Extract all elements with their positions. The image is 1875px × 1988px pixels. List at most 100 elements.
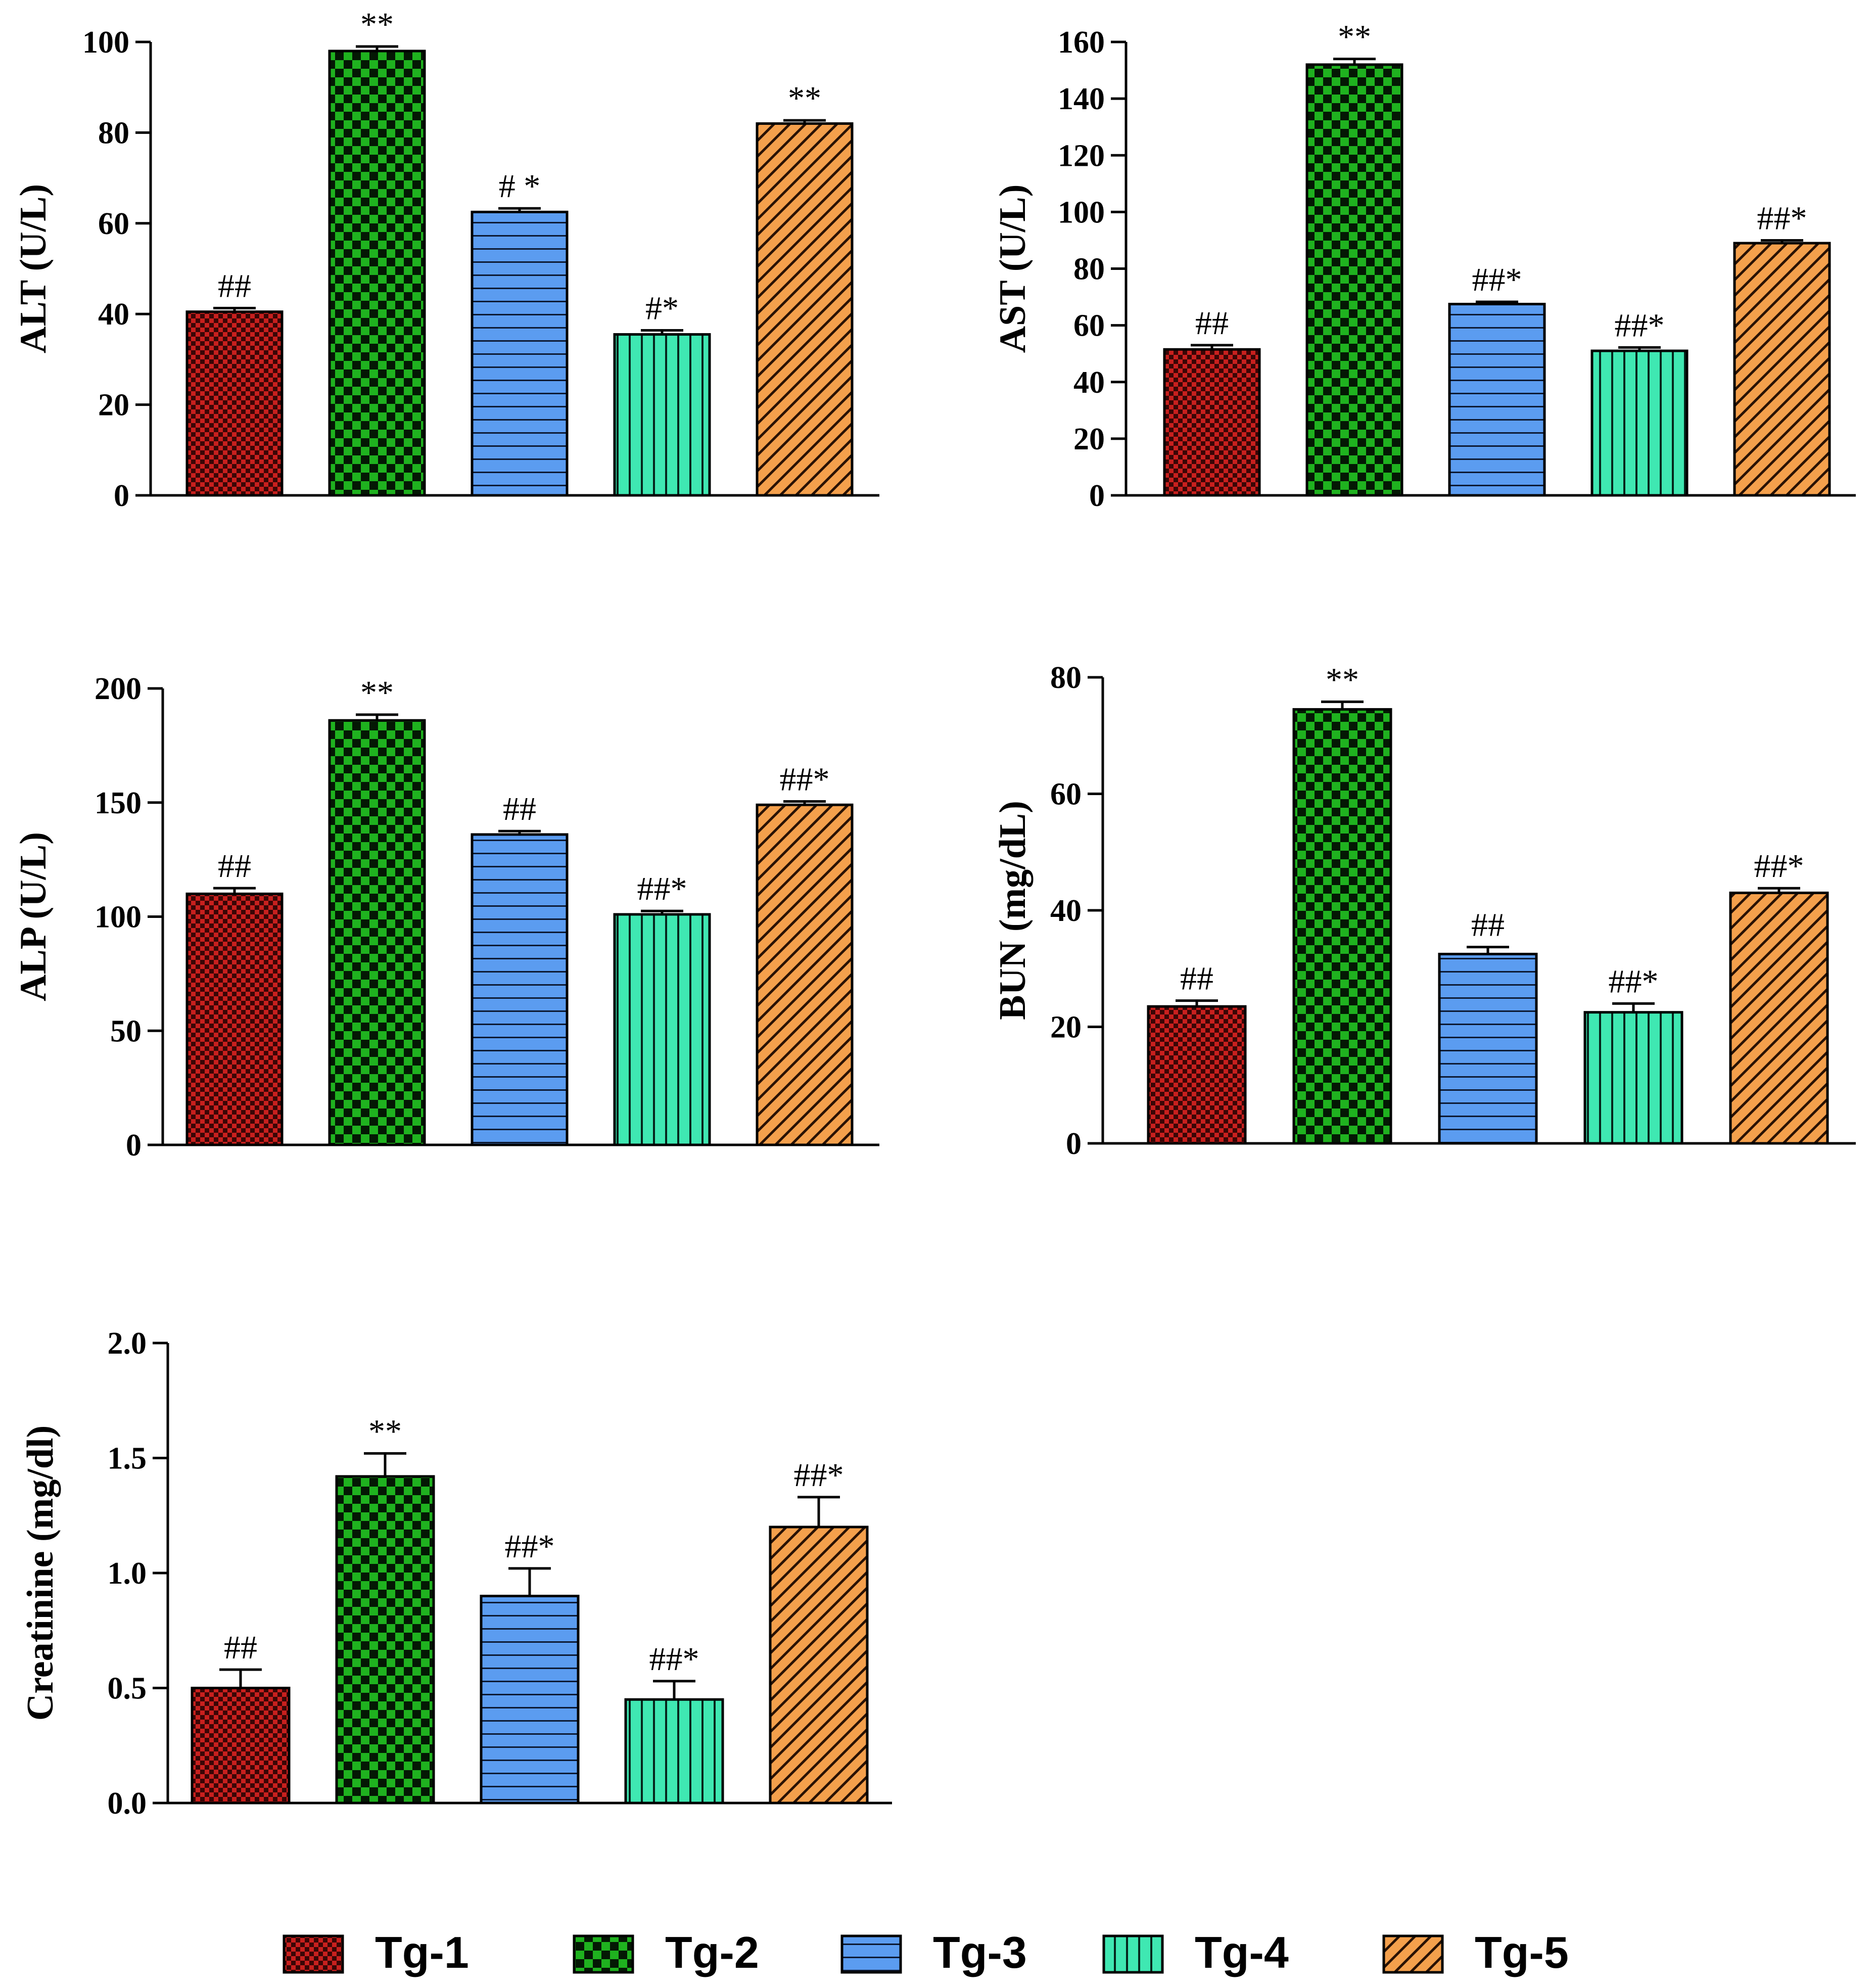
bar-tg-3 xyxy=(471,833,569,1146)
chart-panel-alt: 0 20 40 60 80 100 ALT (U/L) ## ** # * #* ** xyxy=(13,6,879,513)
y-tick-label: 160 xyxy=(1058,25,1105,60)
y-axis-label: ALP (U/L) xyxy=(13,832,54,1001)
bar-tg-3 xyxy=(480,1595,580,1805)
y-tick-label: 60 xyxy=(1073,309,1105,343)
significance-label: ##* xyxy=(505,1528,555,1565)
significance-label: ##* xyxy=(780,761,830,798)
y-tick-label: 60 xyxy=(98,207,129,241)
bar-tg-2 xyxy=(1292,708,1392,1145)
legend-swatch-tg-2 xyxy=(573,1934,634,1974)
y-tick-label: 40 xyxy=(1073,365,1105,400)
y-tick-label: 0 xyxy=(114,479,129,513)
significance-label: ##* xyxy=(1472,261,1522,298)
bar-tg-1 xyxy=(1163,348,1261,497)
legend-label-tg-1: Tg-1 xyxy=(375,1927,469,1977)
y-tick-label: 0 xyxy=(1089,479,1105,513)
significance-label: ##* xyxy=(1754,848,1804,885)
y-tick-label: 0 xyxy=(1066,1127,1082,1161)
y-tick-label: 140 xyxy=(1058,82,1105,116)
y-tick-label: 50 xyxy=(110,1014,142,1048)
bar-tg-2 xyxy=(328,719,426,1146)
bar-tg-1 xyxy=(191,1687,291,1805)
significance-label: ** xyxy=(360,674,394,711)
y-tick-label: 80 xyxy=(1073,252,1105,287)
y-tick-label: 150 xyxy=(95,786,142,820)
y-tick-label: 20 xyxy=(1073,422,1105,456)
legend-label-tg-4: Tg-4 xyxy=(1195,1927,1289,1977)
significance-label: ##* xyxy=(1609,963,1659,1000)
significance-label: ** xyxy=(360,6,394,43)
chart-panel-alp: 0 50 100 150 200 ALP (U/L) ## ** ## ##* ##* xyxy=(13,672,879,1163)
y-axis-label: AST (U/L) xyxy=(992,184,1034,353)
y-tick-label: 1.0 xyxy=(108,1556,147,1591)
significance-label: ##* xyxy=(1757,200,1807,237)
y-tick-label: 100 xyxy=(1058,195,1105,229)
bar-tg-4 xyxy=(613,333,711,497)
bar-tg-5 xyxy=(1729,891,1829,1145)
y-axis-label: BUN (mg/dL) xyxy=(992,801,1034,1020)
y-tick-label: 1.5 xyxy=(108,1442,147,1476)
y-tick-label: 80 xyxy=(98,116,129,150)
legend-label-tg-5: Tg-5 xyxy=(1475,1927,1569,1977)
significance-label: ## xyxy=(503,791,536,827)
significance-label: ## xyxy=(1195,305,1229,342)
y-axis-label: Creatinine (mg/dl) xyxy=(20,1425,61,1721)
y-tick-label: 0.0 xyxy=(108,1786,147,1821)
significance-label: ## xyxy=(224,1629,257,1666)
bar-tg-5 xyxy=(756,803,854,1146)
significance-label: # * xyxy=(499,168,541,205)
y-tick-label: 200 xyxy=(95,672,142,706)
significance-label: ##* xyxy=(794,1457,844,1494)
y-tick-label: 0.5 xyxy=(108,1672,147,1706)
bar-tg-4 xyxy=(1583,1011,1683,1145)
bar-tg-5 xyxy=(756,122,854,497)
significance-label: ## xyxy=(1471,907,1505,944)
y-tick-label: 100 xyxy=(82,25,129,60)
y-tick-label: 2.0 xyxy=(108,1326,147,1361)
bar-tg-2 xyxy=(328,50,426,497)
bar-tg-5 xyxy=(769,1525,869,1805)
y-tick-label: 120 xyxy=(1058,138,1105,173)
bar-tg-1 xyxy=(185,892,284,1146)
legend-swatch-tg-1 xyxy=(283,1934,344,1974)
significance-label: ## xyxy=(218,268,251,305)
bar-tg-4 xyxy=(1590,349,1689,497)
bar-tg-3 xyxy=(471,210,569,497)
chart-panel-ast: 0 20 40 60 80 100 120 140 160 AST (U/L) ## ** ##* ##*… xyxy=(992,19,1856,513)
significance-label: ## xyxy=(1180,960,1213,997)
legend-swatch-tg-5 xyxy=(1382,1934,1444,1974)
bar-tg-1 xyxy=(1147,1005,1247,1145)
significance-label: ** xyxy=(1338,19,1371,56)
y-tick-label: 0 xyxy=(126,1128,142,1163)
significance-label: ** xyxy=(1326,661,1359,698)
bar-tg-5 xyxy=(1733,242,1831,497)
significance-label: #* xyxy=(645,290,679,327)
legend-swatch-tg-3 xyxy=(840,1934,902,1974)
significance-label: ## xyxy=(218,848,251,885)
legend-swatch-tg-4 xyxy=(1102,1934,1164,1974)
bar-tg-4 xyxy=(613,913,711,1146)
bar-tg-2 xyxy=(1305,63,1403,497)
bar-tg-2 xyxy=(335,1475,435,1805)
bar-tg-3 xyxy=(1438,952,1538,1145)
bar-tg-3 xyxy=(1448,303,1546,497)
significance-label: ##* xyxy=(1615,307,1665,344)
y-tick-label: 40 xyxy=(98,297,129,332)
legend-label-tg-2: Tg-2 xyxy=(665,1927,759,1977)
significance-label: ** xyxy=(368,1413,402,1450)
y-axis-label: ALT (U/L) xyxy=(13,184,54,353)
y-tick-label: 20 xyxy=(98,388,129,423)
chart-panel-bun: 0 20 40 60 80 BUN (mg/dL) ## ** ## ##* ##* xyxy=(992,661,1856,1161)
bar-tg-1 xyxy=(185,310,284,497)
significance-label: ** xyxy=(788,80,821,117)
y-tick-label: 20 xyxy=(1050,1010,1082,1045)
y-tick-label: 80 xyxy=(1050,661,1082,695)
legend: Tg-1 Tg-2 Tg-3 Tg-4 Tg-5 xyxy=(283,1927,1569,1977)
legend-label-tg-3: Tg-3 xyxy=(933,1927,1027,1977)
y-tick-label: 60 xyxy=(1050,777,1082,812)
chart-panel-creatinine: 0.0 0.5 1.0 1.5 2.0 Creatinine (mg/dl) ## ** ##*… xyxy=(20,1326,892,1821)
significance-label: ##* xyxy=(637,870,687,907)
y-tick-label: 100 xyxy=(95,900,142,935)
y-tick-label: 40 xyxy=(1050,894,1082,928)
